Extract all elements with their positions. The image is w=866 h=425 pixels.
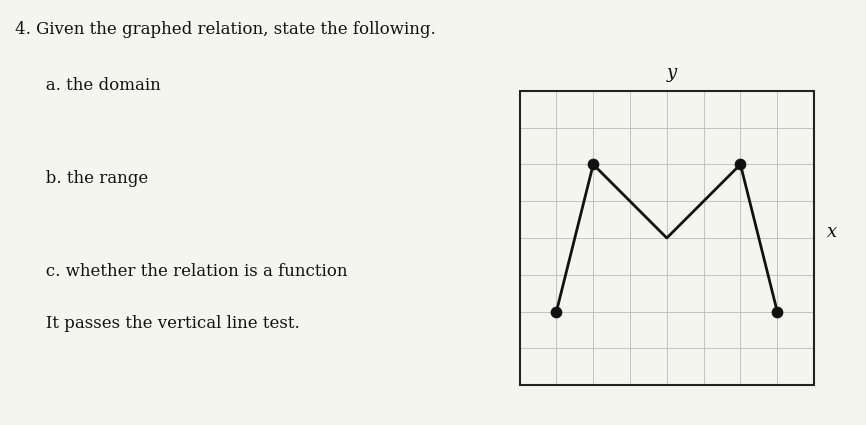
Point [549,308,563,315]
Text: b. the range: b. the range [30,170,148,187]
Text: 4. Given the graphed relation, state the following.: 4. Given the graphed relation, state the… [15,21,436,38]
Text: It passes the vertical line test.: It passes the vertical line test. [30,314,300,332]
Text: c. whether the relation is a function: c. whether the relation is a function [30,264,347,280]
Text: a. the domain: a. the domain [30,76,161,94]
Point [770,308,784,315]
Point [586,161,600,168]
Text: x: x [827,224,837,241]
Point [734,161,747,168]
Text: y: y [666,64,676,82]
